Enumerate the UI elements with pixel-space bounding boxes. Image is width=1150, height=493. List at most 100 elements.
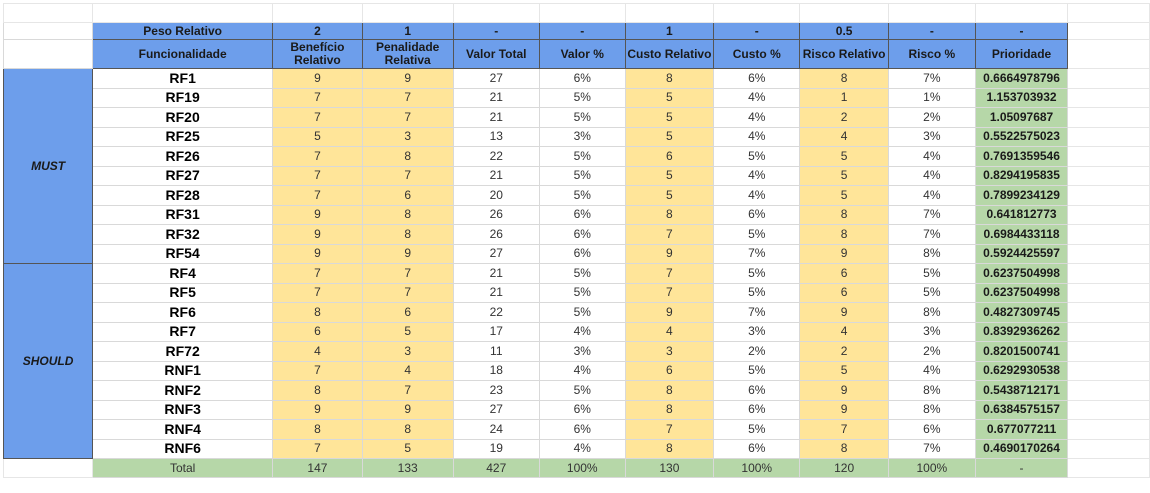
column-header-prioridade[interactable]: Prioridade — [974, 39, 1069, 69]
risco-pct-cell[interactable]: 6% — [887, 419, 976, 440]
penalidade-cell[interactable]: 6 — [361, 302, 454, 323]
beneficio-cell[interactable]: 8 — [272, 419, 363, 440]
penalidade-cell[interactable]: 9 — [361, 399, 454, 420]
valor-total-cell[interactable]: 17 — [452, 321, 540, 342]
custo-pct-cell[interactable]: 5% — [713, 224, 801, 245]
risco-cell[interactable]: 8 — [799, 224, 889, 245]
cell[interactable] — [538, 3, 626, 23]
cell[interactable] — [1067, 302, 1150, 323]
valor-total-cell[interactable]: 26 — [452, 224, 540, 245]
beneficio-cell[interactable]: 9 — [272, 204, 363, 225]
weight-cell[interactable]: - — [974, 22, 1069, 40]
requirement-id[interactable]: RF54 — [92, 243, 274, 264]
column-header-risco-pct[interactable]: Risco % — [887, 39, 976, 69]
valor-total-cell[interactable]: 11 — [452, 341, 540, 362]
custo-cell[interactable]: 6 — [624, 146, 715, 167]
valor-pct-cell[interactable]: 5% — [538, 380, 626, 401]
cell[interactable] — [1067, 68, 1150, 89]
prioridade-cell[interactable]: 0.6984433118 — [974, 224, 1069, 245]
penalidade-cell[interactable]: 7 — [361, 282, 454, 303]
valor-total-cell[interactable]: 21 — [452, 107, 540, 128]
cell[interactable] — [887, 3, 976, 23]
beneficio-cell[interactable]: 4 — [272, 341, 363, 362]
valor-total-cell[interactable]: 26 — [452, 204, 540, 225]
cell[interactable] — [1067, 22, 1150, 40]
penalidade-cell[interactable]: 7 — [361, 380, 454, 401]
valor-pct-cell[interactable]: 5% — [538, 107, 626, 128]
risco-cell[interactable]: 5 — [799, 165, 889, 186]
custo-cell[interactable]: 4 — [624, 321, 715, 342]
valor-total-cell[interactable]: 21 — [452, 87, 540, 108]
cell[interactable] — [92, 3, 274, 23]
penalidade-cell[interactable]: 9 — [361, 243, 454, 264]
risco-cell[interactable]: 5 — [799, 360, 889, 381]
cell[interactable] — [2, 458, 94, 478]
prioridade-cell[interactable]: 0.8201500741 — [974, 341, 1069, 362]
risco-pct-cell[interactable]: 4% — [887, 165, 976, 186]
risco-pct-cell[interactable]: 8% — [887, 302, 976, 323]
risco-cell[interactable]: 2 — [799, 107, 889, 128]
risco-cell[interactable]: 8 — [799, 68, 889, 89]
beneficio-cell[interactable]: 9 — [272, 243, 363, 264]
cell[interactable] — [1067, 438, 1150, 459]
beneficio-cell[interactable]: 7 — [272, 438, 363, 459]
penalidade-cell[interactable]: 4 — [361, 360, 454, 381]
beneficio-cell[interactable]: 7 — [272, 360, 363, 381]
valor-total-cell[interactable]: 27 — [452, 68, 540, 89]
prioridade-cell[interactable]: 1.05097687 — [974, 107, 1069, 128]
prioridade-cell[interactable]: 0.8392936262 — [974, 321, 1069, 342]
total-cell[interactable]: 100% — [713, 458, 801, 478]
column-header-valor-total[interactable]: Valor Total — [452, 39, 540, 69]
prioridade-cell[interactable]: 0.677077211 — [974, 419, 1069, 440]
beneficio-cell[interactable]: 7 — [272, 146, 363, 167]
cell[interactable] — [1067, 146, 1150, 167]
column-header-custo-pct[interactable]: Custo % — [713, 39, 801, 69]
custo-cell[interactable]: 5 — [624, 165, 715, 186]
cell[interactable] — [2, 3, 94, 23]
custo-cell[interactable]: 8 — [624, 438, 715, 459]
cell[interactable] — [974, 3, 1069, 23]
custo-cell[interactable]: 5 — [624, 126, 715, 147]
cell[interactable] — [1067, 204, 1150, 225]
custo-pct-cell[interactable]: 4% — [713, 185, 801, 206]
prioridade-cell[interactable]: 0.6237504998 — [974, 263, 1069, 284]
beneficio-cell[interactable]: 7 — [272, 107, 363, 128]
custo-pct-cell[interactable]: 5% — [713, 419, 801, 440]
valor-pct-cell[interactable]: 6% — [538, 419, 626, 440]
custo-pct-cell[interactable]: 7% — [713, 243, 801, 264]
penalidade-cell[interactable]: 8 — [361, 204, 454, 225]
valor-pct-cell[interactable]: 6% — [538, 243, 626, 264]
weight-cell[interactable]: - — [887, 22, 976, 40]
beneficio-cell[interactable]: 8 — [272, 302, 363, 323]
risco-pct-cell[interactable]: 7% — [887, 224, 976, 245]
prioridade-cell[interactable]: 0.5522575023 — [974, 126, 1069, 147]
custo-pct-cell[interactable]: 4% — [713, 87, 801, 108]
risco-cell[interactable]: 8 — [799, 204, 889, 225]
penalidade-cell[interactable]: 5 — [361, 438, 454, 459]
valor-pct-cell[interactable]: 5% — [538, 282, 626, 303]
cell[interactable] — [2, 39, 94, 69]
priority-group-label[interactable]: MUST — [2, 68, 94, 264]
valor-total-cell[interactable]: 27 — [452, 243, 540, 264]
valor-pct-cell[interactable]: 5% — [538, 87, 626, 108]
beneficio-cell[interactable]: 7 — [272, 87, 363, 108]
custo-pct-cell[interactable]: 5% — [713, 282, 801, 303]
risco-cell[interactable]: 9 — [799, 380, 889, 401]
risco-pct-cell[interactable]: 5% — [887, 282, 976, 303]
valor-pct-cell[interactable]: 6% — [538, 224, 626, 245]
cell[interactable] — [1067, 458, 1150, 478]
cell[interactable] — [624, 3, 715, 23]
beneficio-cell[interactable]: 7 — [272, 263, 363, 284]
prioridade-cell[interactable]: 0.6292930538 — [974, 360, 1069, 381]
total-cell[interactable]: 133 — [361, 458, 454, 478]
requirement-id[interactable]: RF25 — [92, 126, 274, 147]
valor-total-cell[interactable]: 21 — [452, 165, 540, 186]
custo-cell[interactable]: 3 — [624, 341, 715, 362]
risco-cell[interactable]: 4 — [799, 321, 889, 342]
prioridade-cell[interactable]: 0.6384575157 — [974, 399, 1069, 420]
cell[interactable] — [272, 3, 363, 23]
column-header-beneficio[interactable]: Benefício Relativo — [272, 39, 363, 69]
custo-pct-cell[interactable]: 6% — [713, 399, 801, 420]
valor-total-cell[interactable]: 22 — [452, 302, 540, 323]
cell[interactable] — [799, 3, 889, 23]
